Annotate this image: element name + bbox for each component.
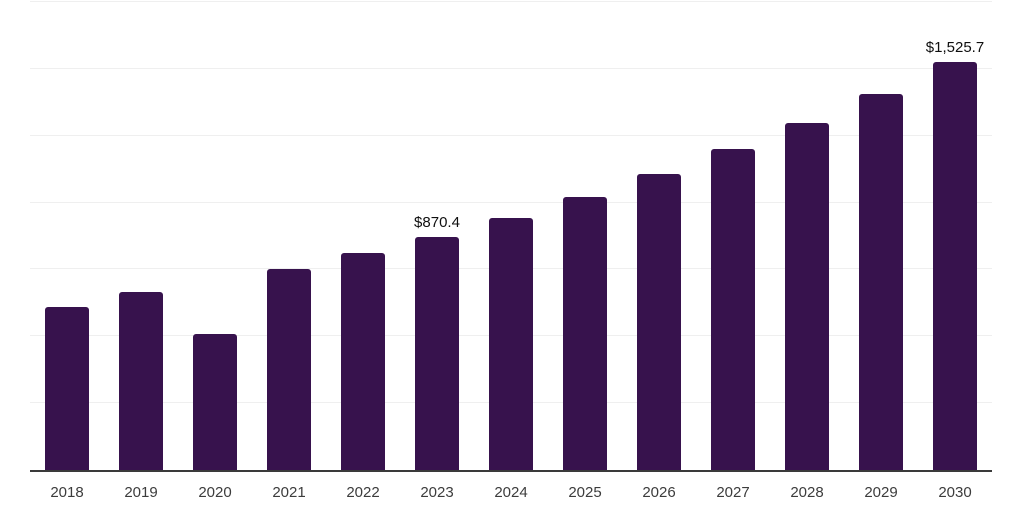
bar-2018 [45, 306, 89, 470]
bar-2020 [193, 333, 237, 470]
x-tick-label-2027: 2027 [716, 484, 750, 501]
bar-2029 [859, 93, 903, 470]
x-tick-label-2022: 2022 [346, 484, 380, 501]
x-tick-label-2025: 2025 [568, 484, 602, 501]
x-tick-label-2018: 2018 [50, 484, 84, 501]
bar-2023 [415, 237, 459, 470]
x-tick-label-2028: 2028 [790, 484, 824, 501]
bar-value-label-2030: $1,525.7 [925, 38, 985, 56]
bar-2027 [711, 149, 755, 470]
bar-value-label-2023: $870.4 [414, 214, 460, 232]
x-tick-label-2030: 2030 [938, 484, 972, 501]
bar-2022 [341, 253, 385, 470]
plot-area: $870.4 $1,525.7 [30, 1, 992, 472]
x-tick-label-2029: 2029 [864, 484, 898, 501]
x-tick-label-2026: 2026 [642, 484, 676, 501]
gridline [30, 67, 992, 69]
gridline [30, 201, 992, 203]
bar-2025 [563, 196, 607, 470]
x-tick-label-2021: 2021 [272, 484, 306, 501]
bar-2026 [637, 173, 681, 470]
x-tick-label-2019: 2019 [124, 484, 158, 501]
x-tick-label-2023: 2023 [420, 484, 454, 501]
bar-2030 [933, 61, 977, 470]
bar-2024 [489, 217, 533, 470]
bar-2019 [119, 292, 163, 470]
bar-2028 [785, 122, 829, 470]
gridline [30, 134, 992, 136]
x-tick-label-2024: 2024 [494, 484, 528, 501]
x-axis-line [30, 470, 992, 472]
bar-2021 [267, 269, 311, 470]
x-tick-label-2020: 2020 [198, 484, 232, 501]
gridline [30, 1, 992, 2]
